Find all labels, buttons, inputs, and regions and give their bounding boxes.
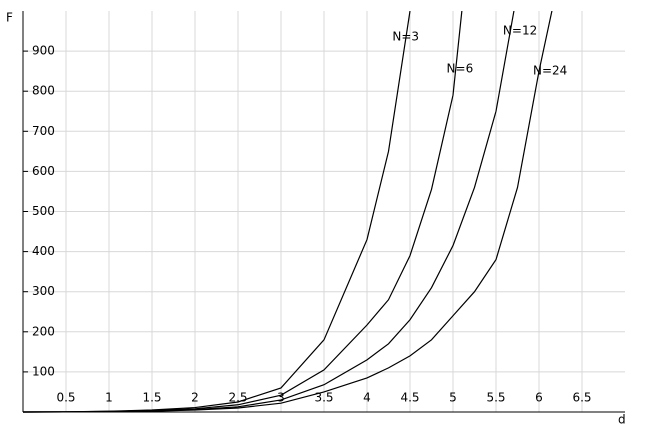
x-tick-label: 3 <box>277 391 285 405</box>
series-line <box>23 11 553 413</box>
series-label: N=12 <box>503 24 537 38</box>
x-tick-label: 0.5 <box>56 391 75 405</box>
y-tick-label: 800 <box>32 84 55 98</box>
x-tick-label: 6 <box>535 391 543 405</box>
x-tick-label: 2 <box>191 391 199 405</box>
series-line <box>23 11 463 413</box>
x-axis-label: d <box>618 413 626 427</box>
y-tick-label: 100 <box>32 364 55 378</box>
x-tick-label: 1 <box>105 391 113 405</box>
y-axis-label: F <box>6 11 13 25</box>
y-tick-label: 300 <box>32 284 55 298</box>
x-tick-label: 5.5 <box>486 391 505 405</box>
plot-area <box>23 11 553 413</box>
y-tick-label: 200 <box>32 324 55 338</box>
x-tick-label: 4 <box>363 391 371 405</box>
y-tick-label: 400 <box>32 244 55 258</box>
y-tick-label: 500 <box>32 204 55 218</box>
series-label: N=6 <box>447 62 474 76</box>
series-label: N=24 <box>533 64 567 78</box>
y-tick-label: 600 <box>32 164 55 178</box>
x-tick-label: 4.5 <box>400 391 419 405</box>
x-tick-label: 5 <box>449 391 457 405</box>
x-tick-label: 3.5 <box>314 391 333 405</box>
y-tick-label: 900 <box>32 44 55 58</box>
y-tick-label: 700 <box>32 124 55 138</box>
x-tick-label: 1.5 <box>142 391 161 405</box>
series-line <box>23 11 515 413</box>
x-tick-label: 6.5 <box>572 391 591 405</box>
series-label: N=3 <box>392 30 419 44</box>
